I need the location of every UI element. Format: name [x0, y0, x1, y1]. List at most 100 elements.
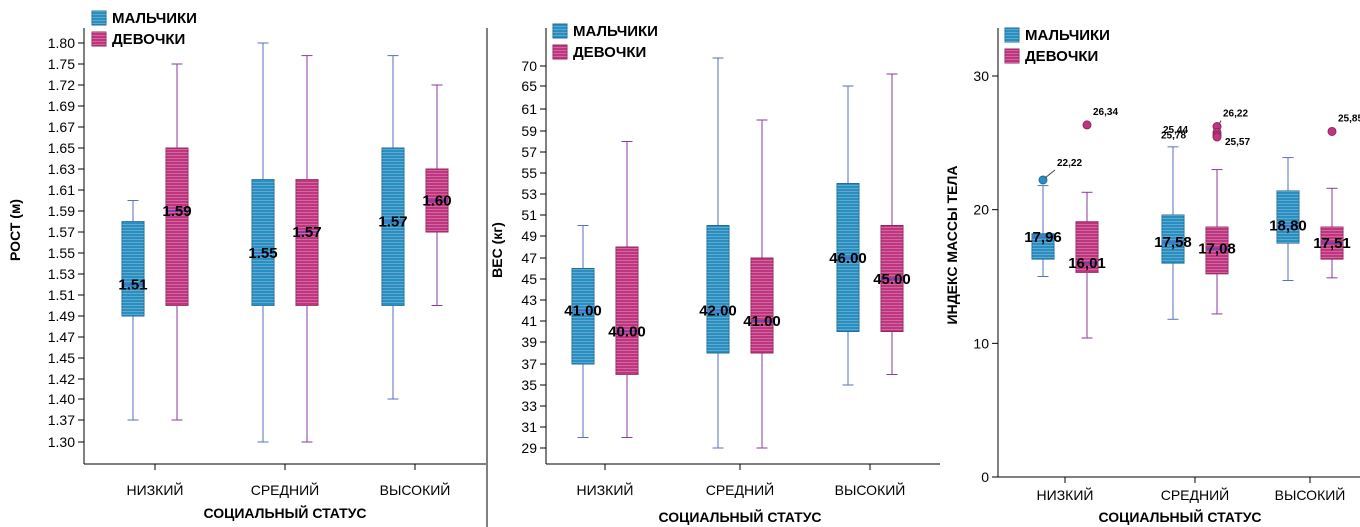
- y-tick-label: 1.42: [48, 371, 75, 387]
- legend-swatch-texture: [553, 24, 567, 38]
- box-texture: [616, 247, 638, 375]
- y-tick-label: 30: [973, 68, 989, 84]
- median-label: 40.00: [608, 324, 646, 341]
- y-tick-label: 1.55: [48, 245, 75, 261]
- legend-label: ДЕВОЧКИ: [1025, 48, 1098, 65]
- box-texture: [1076, 221, 1098, 273]
- y-tick-label: 1.51: [48, 287, 75, 303]
- y-tick-label: 33: [521, 398, 537, 414]
- outlier-label: 25,44: [1163, 125, 1188, 136]
- y-tick-label: 1.49: [48, 308, 75, 324]
- y-tick-label: 53: [521, 186, 537, 202]
- legend-swatch-texture: [1005, 28, 1019, 42]
- box-texture: [572, 268, 594, 364]
- median-label: 17,51: [1313, 235, 1351, 252]
- outlier-label: 25,78: [1161, 130, 1186, 141]
- y-tick-label: 31: [521, 419, 537, 435]
- y-tick-label: 41: [521, 313, 537, 329]
- y-tick-label: 1.67: [48, 119, 75, 135]
- median-label: 17,08: [1198, 241, 1236, 258]
- box-texture: [1277, 190, 1299, 244]
- y-tick-label: 37: [521, 356, 537, 372]
- y-tick-label: 1.65: [48, 140, 75, 156]
- box-texture: [382, 148, 404, 306]
- y-tick-label: 1.47: [48, 329, 75, 345]
- y-axis-title: РОСТ (м): [7, 199, 23, 261]
- x-tick-label: СРЕДНИЙ: [1161, 486, 1230, 503]
- x-axis-title: СОЦИАЛЬНЫЙ СТАТУС: [1098, 508, 1261, 525]
- y-tick-label: 45: [521, 271, 537, 287]
- median-label: 17,96: [1024, 229, 1062, 246]
- y-tick-label: 20: [973, 202, 989, 218]
- median-label: 41.00: [743, 313, 781, 330]
- median-label: 1.60: [422, 193, 451, 210]
- legend-swatch-texture: [1005, 49, 1019, 63]
- x-tick-label: НИЗКИЙ: [1037, 486, 1094, 503]
- box-texture: [166, 148, 188, 306]
- outlier-point: [1212, 132, 1222, 142]
- median-label: 1.55: [248, 245, 277, 262]
- x-tick-label: НИЗКИЙ: [577, 481, 634, 498]
- outlier-point: [1327, 126, 1337, 136]
- y-tick-label: 1.40: [48, 391, 75, 407]
- y-tick-label: 59: [521, 123, 537, 139]
- y-tick-label: 70: [521, 58, 537, 74]
- chart-bmi-panel: 0 10 20 30 НИЗКИЙ СРЕДНИЙ ВЫСОКИЙ СОЦИАЛЬНЫЙ СТ…: [944, 27, 1360, 525]
- median-label: 1.57: [292, 224, 321, 241]
- median-label: 1.59: [162, 203, 191, 220]
- outlier-leader: [1044, 169, 1056, 179]
- chart-weight-panel: 29 31 33 35 37 39 41 43 45 47 49 51 53 55 57 59 61 65 70 НИ…: [489, 23, 940, 525]
- box-texture: [1162, 215, 1184, 264]
- box-texture: [707, 225, 729, 353]
- outlier-label: 25,85: [1338, 113, 1360, 124]
- y-tick-label: 1.80: [48, 35, 75, 51]
- y-tick-label: 1.75: [48, 56, 75, 72]
- box-texture: [751, 258, 773, 353]
- median-label: 46.00: [829, 250, 867, 267]
- y-tick-label: 47: [521, 250, 537, 266]
- median-label: 1.51: [118, 277, 147, 294]
- box-texture: [1206, 227, 1228, 274]
- y-tick-label: 1.59: [48, 203, 75, 219]
- outlier-point: [1082, 120, 1092, 130]
- x-tick-label: НИЗКИЙ: [127, 481, 184, 498]
- y-tick-label: 1.45: [48, 350, 75, 366]
- y-tick-label: 1.63: [48, 161, 75, 177]
- legend-label: ДЕВОЧКИ: [573, 44, 646, 61]
- median-label: 18,80: [1269, 218, 1307, 235]
- outlier-label: 22,22: [1057, 158, 1082, 169]
- y-tick-label: 61: [521, 101, 537, 117]
- x-axis-title: СОЦИАЛЬНЫЙ СТАТУС: [203, 504, 366, 521]
- median-label: 16,01: [1068, 255, 1106, 272]
- outlier-label: 26,34: [1093, 107, 1118, 118]
- outlier-leader: [1218, 120, 1222, 125]
- legend-swatch-texture: [553, 45, 567, 59]
- y-tick-label: 55: [521, 165, 537, 181]
- y-tick-label: 57: [521, 144, 537, 160]
- y-tick-label: 39: [521, 334, 537, 350]
- y-tick-label: 1.57: [48, 224, 75, 240]
- y-tick-label: 10: [973, 335, 989, 351]
- legend-label: МАЛЬЧИКИ: [112, 10, 197, 27]
- median-label: 42.00: [699, 303, 737, 320]
- box-texture: [252, 179, 274, 306]
- y-tick-label: 49: [521, 228, 537, 244]
- y-tick-label: 43: [521, 292, 537, 308]
- y-tick-label: 0: [981, 469, 989, 485]
- x-tick-label: СРЕДНИЙ: [251, 481, 320, 498]
- box-texture: [1032, 233, 1054, 260]
- outlier-label: 26,22: [1223, 109, 1248, 120]
- y-tick-label: 1.53: [48, 266, 75, 282]
- y-tick-label: 1.37: [48, 412, 75, 428]
- y-tick-label: 1.30: [48, 434, 75, 450]
- box-texture: [122, 221, 144, 316]
- y-tick-label: 1.69: [48, 98, 75, 114]
- legend-label: ДЕВОЧКИ: [112, 31, 185, 48]
- median-label: 1.57: [378, 214, 407, 231]
- y-axis-title: ВЕС (кг): [489, 222, 505, 278]
- legend-swatch-texture: [92, 32, 106, 46]
- median-label: 45.00: [873, 271, 911, 288]
- y-tick-label: 35: [521, 377, 537, 393]
- x-axis-title: СОЦИАЛЬНЫЙ СТАТУС: [658, 508, 821, 525]
